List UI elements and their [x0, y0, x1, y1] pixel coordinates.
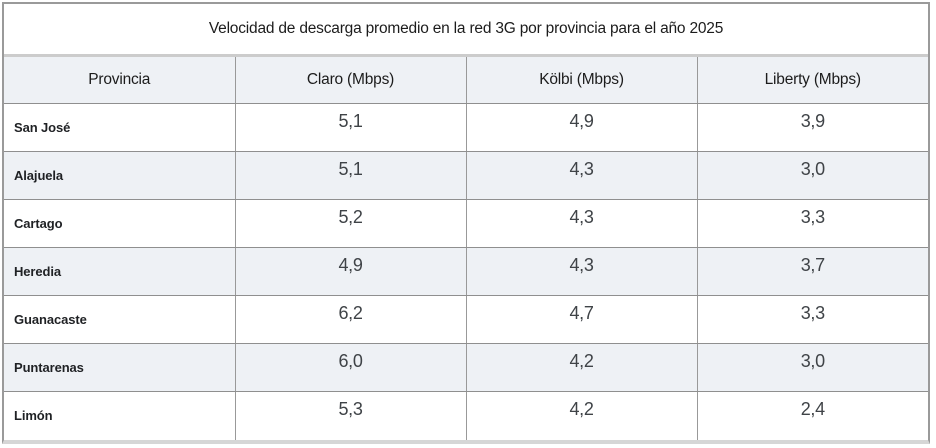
table-row-limon: Limón 5,3 4,2 2,4: [4, 391, 928, 440]
value-cell: 5,3: [235, 391, 467, 440]
value-cell: 5,1: [235, 151, 467, 200]
column-header-provincia: Provincia: [4, 55, 236, 104]
value-cell: 5,1: [235, 103, 467, 152]
table-row-cartago: Cartago 5,2 4,3 3,3: [4, 199, 928, 248]
value-cell: 4,3: [466, 247, 698, 296]
row-label: Heredia: [4, 247, 236, 296]
column-header-kolbi: Kölbi (Mbps): [466, 55, 698, 104]
row-label: Guanacaste: [4, 295, 236, 344]
title-row: Velocidad de descarga promedio en la red…: [4, 4, 928, 57]
value-cell: 6,2: [235, 295, 467, 344]
value-cell: 5,2: [235, 199, 467, 248]
table-row-alajuela: Alajuela 5,1 4,3 3,0: [4, 151, 928, 200]
value-cell: 3,0: [697, 343, 928, 392]
speed-table-container: Velocidad de descarga promedio en la red…: [2, 2, 930, 444]
row-label: San José: [4, 103, 236, 152]
value-cell: 4,9: [235, 247, 467, 296]
value-cell: 4,9: [466, 103, 698, 152]
row-label: Puntarenas: [4, 343, 236, 392]
table-title: Velocidad de descarga promedio en la red…: [4, 4, 928, 57]
value-cell: 3,3: [697, 199, 928, 248]
value-cell: 4,3: [466, 199, 698, 248]
value-cell: 3,9: [697, 103, 928, 152]
table-row-heredia: Heredia 4,9 4,3 3,7: [4, 247, 928, 296]
row-label: Limón: [4, 391, 236, 440]
value-cell: 6,0: [235, 343, 467, 392]
value-cell: 3,0: [697, 151, 928, 200]
value-cell: 4,2: [466, 391, 698, 440]
table-row-puntarenas: Puntarenas 6,0 4,2 3,0: [4, 343, 928, 392]
row-label: Cartago: [4, 199, 236, 248]
column-header-liberty: Liberty (Mbps): [697, 55, 928, 104]
table-row-san-jose: San José 5,1 4,9 3,9: [4, 103, 928, 152]
value-cell: 4,3: [466, 151, 698, 200]
column-header-claro: Claro (Mbps): [235, 55, 467, 104]
value-cell: 3,3: [697, 295, 928, 344]
value-cell: 2,4: [800, 399, 825, 419]
table-row-guanacaste: Guanacaste 6,2 4,7 3,3: [4, 295, 928, 344]
row-label: Alajuela: [4, 151, 236, 200]
value-cell: 4,7: [466, 295, 698, 344]
speed-table: Velocidad de descarga promedio en la red…: [4, 4, 928, 440]
value-cell: 3,7: [697, 247, 928, 296]
value-cell: 4,2: [466, 343, 698, 392]
header-row: Provincia Claro (Mbps) Kölbi (Mbps) Libe…: [4, 55, 928, 104]
